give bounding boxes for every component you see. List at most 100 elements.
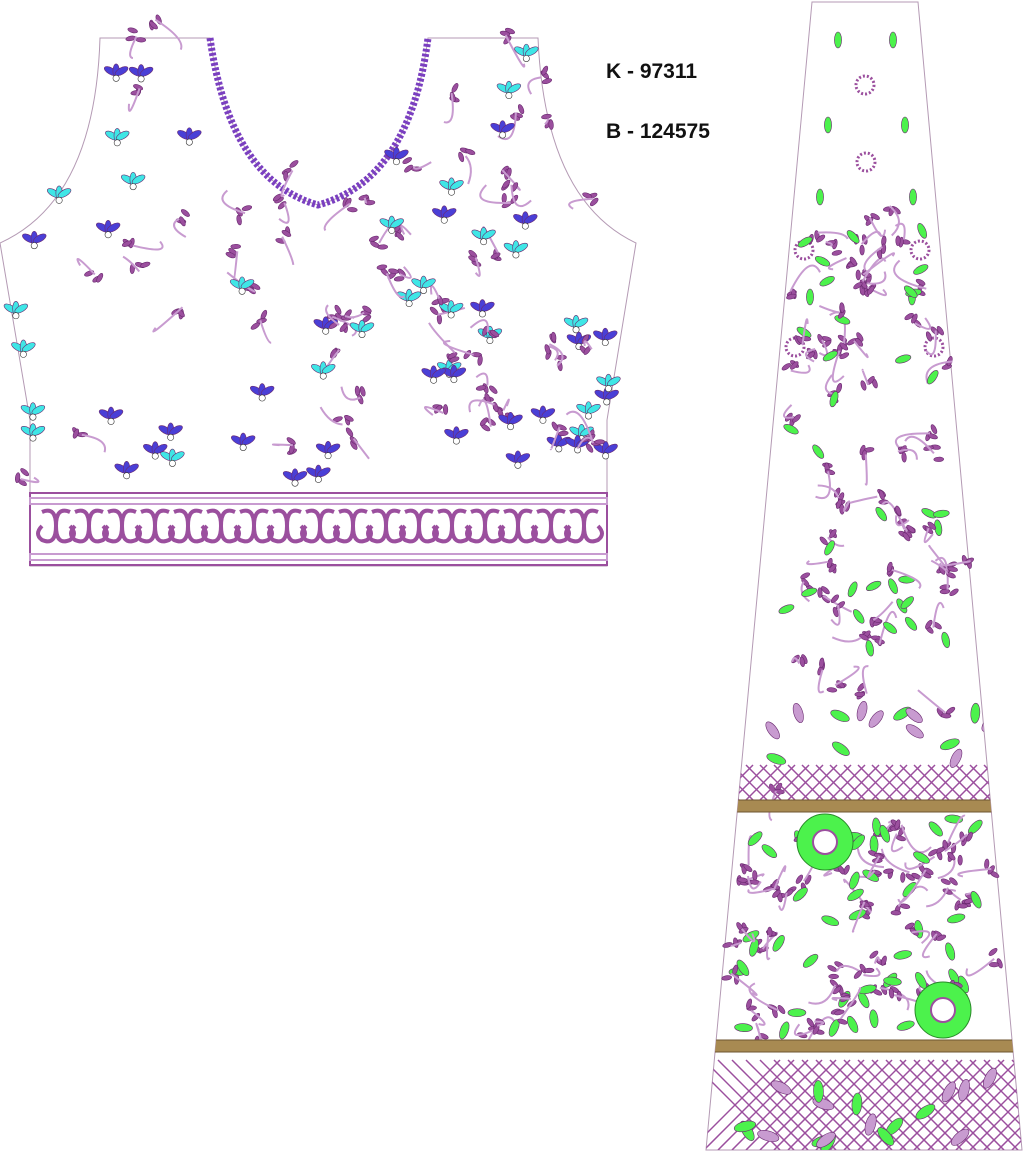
leaf-icon (551, 331, 557, 343)
blue-flower-icon-center (314, 476, 322, 483)
green-leaf-icon (846, 1015, 859, 1034)
gold-lace-band (706, 1039, 1022, 1053)
leaf-icon (927, 521, 937, 530)
leaf-icon (792, 702, 804, 723)
blue-flower-icon-center (514, 461, 522, 469)
vine-stem (344, 315, 355, 319)
leaf-icon (557, 430, 569, 437)
cyan-flower-icon-center (480, 238, 488, 246)
scroll-border (36, 508, 604, 544)
leaf-icon (72, 428, 80, 439)
cyan-flower-icon-center (113, 139, 121, 147)
vine-stem (863, 967, 881, 978)
vine-stem (363, 197, 368, 204)
vine-stem (932, 602, 945, 628)
leaf-icon (743, 864, 753, 872)
leaf-icon (819, 657, 825, 669)
blue-flower-icon-center (322, 327, 330, 335)
leaf-icon (925, 331, 933, 342)
vine-stem (794, 1023, 818, 1036)
leaf-icon (947, 566, 958, 572)
leaf-icon (541, 78, 553, 85)
vine-stem (861, 257, 887, 282)
vine-stem (122, 255, 141, 273)
leaf-icon (799, 656, 805, 668)
leaf-icon (364, 200, 376, 206)
lattice-line (969, 1059, 1022, 1150)
lattice-line (997, 1059, 1022, 1150)
vine-stem (801, 318, 809, 346)
cyan-flower-icon-center (572, 326, 580, 334)
green-leaf-icon (888, 578, 898, 594)
leaf-icon (241, 205, 253, 211)
cyan-flower-icon-petal (507, 83, 522, 94)
leaf-icon (886, 561, 893, 573)
vine-stem (428, 322, 456, 354)
cyan-flower-icon-petal (321, 364, 336, 374)
leaf-icon (402, 157, 413, 164)
green-leaf-icon (849, 871, 860, 890)
leaf-icon (982, 1067, 997, 1089)
green-leaf-icon (913, 851, 930, 864)
blue-flower-icon-petal (32, 233, 47, 244)
lattice-line (745, 764, 782, 801)
leaf-icon (868, 710, 884, 728)
vine-stem (893, 259, 927, 290)
vine-stem (468, 399, 495, 413)
vine-stem (814, 1020, 825, 1027)
leaf-icon (517, 104, 525, 115)
vine-stem (271, 443, 293, 447)
leaf-icon (746, 998, 753, 1009)
leaf-icon (362, 305, 372, 313)
blue-flower-icon-center (30, 242, 38, 250)
leaf-icon (828, 973, 839, 979)
cyan-flower-icon-center (448, 188, 455, 196)
leaf-icon (821, 586, 830, 595)
cyan-flower-icon-petal (580, 426, 594, 437)
leaf-icon (816, 234, 826, 243)
leaf-icon (477, 355, 483, 366)
lattice-line (829, 764, 866, 801)
cyan-flower-icon-petal (450, 180, 464, 190)
vine-stem (804, 347, 816, 363)
blue-flower-icon-center (440, 216, 448, 224)
vine-stem (154, 18, 183, 51)
green-leaf-icon (801, 587, 818, 597)
vine-stem (504, 34, 526, 68)
leaf-icon (582, 192, 593, 199)
vine-stem (894, 515, 910, 527)
vine-stem (127, 88, 141, 112)
leaf-icon (765, 721, 780, 740)
blue-flower-icon-center (104, 231, 112, 239)
scroll-motif (366, 508, 406, 544)
leaf-icon (906, 525, 916, 533)
vine-stem (946, 814, 966, 844)
vine-stem (730, 972, 758, 997)
cyan-flower-icon-center (505, 92, 513, 99)
green-leaf-icon (883, 976, 902, 986)
leaf-icon (179, 216, 186, 227)
vine-stem (834, 665, 860, 686)
lattice-line (706, 764, 726, 801)
lattice-line (997, 764, 1022, 801)
panel-bands (706, 701, 1022, 1150)
vine-stem (818, 305, 840, 314)
leaf-icon (752, 870, 758, 881)
cyan-flower-icon-petal (31, 405, 46, 415)
vine-stem (479, 184, 511, 204)
blue-flower-icon-center (601, 339, 609, 347)
leaf-icon (541, 65, 549, 76)
vine-stem (817, 484, 840, 499)
leaf-icon (388, 268, 399, 274)
vine-stem (173, 217, 187, 238)
vine-stem (259, 320, 272, 344)
vine-stem (152, 306, 184, 333)
leaf-icon (895, 235, 901, 247)
vine-stem (815, 471, 831, 499)
lattice-line (885, 764, 922, 801)
cyan-flower-icon-petal (360, 322, 375, 333)
leaf-icon (490, 252, 501, 260)
green-leaf-icon (829, 391, 839, 408)
leaf-icon (863, 967, 875, 973)
vine-stem (778, 892, 788, 911)
